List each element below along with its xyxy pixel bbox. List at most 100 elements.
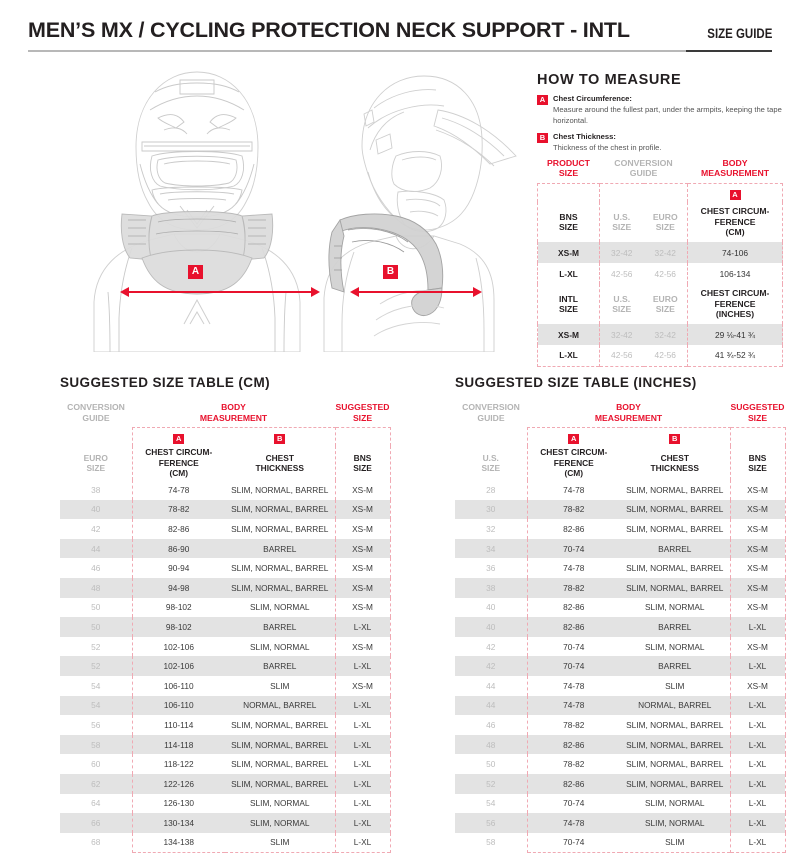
badge-a-icon: A	[173, 434, 185, 444]
cm_table-group-header: CONVERSION GUIDE BODY MEASUREMENT SUGGESTED S…	[60, 402, 390, 428]
size-guide-page: MEN’S MX / CYCLING PROTECTION NECK SUPPO…	[24, 18, 786, 853]
column-header-us-size: U.S. SIZE	[599, 284, 644, 324]
cell-conversion-size: 48	[455, 734, 527, 755]
cell-conversion-size: 50	[60, 617, 132, 637]
header-divider	[28, 50, 772, 52]
measure-description: Thickness of the chest in profile.	[553, 143, 662, 152]
cell-conversion-size: 42	[91, 523, 101, 534]
size-table-row: 42 70-74 BARREL L-XL	[455, 656, 786, 676]
measure-description: Measure around the fullest part, under t…	[553, 105, 782, 125]
cell-conversion-size: 54	[60, 695, 132, 716]
cell-bns-size: XS-M	[729, 558, 786, 578]
cell-conversion-size: 44	[486, 680, 496, 691]
cell-bns-size: XS-M	[537, 242, 600, 263]
cell-conversion-size: 46	[486, 719, 496, 730]
cell-chest-thickness: BARREL	[620, 617, 731, 637]
cell-bns-size: XS-M	[334, 538, 391, 559]
size-table-row: 60 118-122 SLIM, NORMAL, BARREL L-XL	[60, 754, 391, 774]
badge-a-icon: A	[537, 95, 548, 105]
cell-chest-circumference: 74-78	[526, 695, 620, 716]
cell-chest-thickness: SLIM, NORMAL	[225, 793, 336, 814]
cell-chest-circumference: 82-86	[526, 773, 620, 794]
cell-conversion-size: 36	[486, 563, 496, 574]
cell-chest-thickness: SLIM, NORMAL, BARREL	[620, 715, 731, 735]
cell-chest-thickness: SLIM, NORMAL, BARREL	[620, 754, 731, 774]
badge-spacer	[334, 427, 391, 446]
cell-bns-size: XS-M	[729, 538, 786, 559]
group-header-body-measurement: BODY MEASUREMENT	[199, 402, 268, 423]
cell-chest-circumference: 82-86	[526, 519, 620, 539]
chest-thickness-arrow	[350, 287, 482, 297]
cell-conversion-size: 68	[91, 837, 101, 848]
size-table-row: 28 74-78 SLIM, NORMAL, BARREL XS-M	[455, 480, 786, 500]
cell-chest-thickness: SLIM, NORMAL	[620, 597, 731, 618]
size-table-row: 42 70-74 SLIM, NORMAL XS-M	[455, 636, 786, 657]
cell-chest-thickness: SLIM, NORMAL, BARREL	[225, 734, 336, 755]
cell-chest-circumference: 74-78	[131, 480, 225, 500]
cell-chest-circumference: 41 ¾-52 ¾	[687, 345, 784, 366]
measurement-illustration: A B	[24, 52, 524, 352]
size-table-row: 54 106-110 SLIM XS-M	[60, 675, 391, 696]
cell-chest-circumference: 70-74	[526, 656, 620, 676]
cell-bns-size: XS-M	[334, 499, 391, 520]
size-table-row: 46 90-94 SLIM, NORMAL, BARREL XS-M	[60, 558, 391, 578]
cell-bns-size: L-XL	[729, 754, 786, 774]
cell-bns-size: XS-M	[334, 636, 391, 657]
cell-conversion-size: 38	[91, 484, 101, 495]
cell-chest-thickness: NORMAL, BARREL	[225, 695, 336, 716]
cell-chest-circumference: 74-78	[526, 813, 620, 833]
cell-chest-thickness: SLIM	[225, 832, 336, 853]
column-header-bns-size: BNS SIZE	[334, 446, 391, 480]
size-table-row: 68 134-138 SLIM L-XL	[60, 832, 391, 853]
cell-chest-thickness: SLIM, NORMAL, BARREL	[225, 715, 336, 735]
cell-conversion-size: 42	[486, 641, 496, 652]
badge-cell: B	[225, 427, 336, 446]
size-table-row: 62 122-126 SLIM, NORMAL, BARREL L-XL	[60, 773, 391, 794]
cell-chest-circumference: 70-74	[526, 636, 620, 657]
cell-us-size: 42-56	[599, 263, 644, 284]
cell-chest-circumference: 110-114	[131, 715, 225, 735]
how-to-measure-title: HOW TO MEASURE	[537, 72, 682, 88]
size-table-row: 66 130-134 SLIM, NORMAL L-XL	[60, 813, 391, 833]
cell-conversion-size: 40	[486, 602, 496, 613]
product-table-footer-border	[537, 365, 783, 367]
size-table-row: 50 78-82 SLIM, NORMAL, BARREL L-XL	[455, 754, 786, 774]
cell-chest-circumference: 118-122	[131, 754, 225, 774]
group-header-conversion-guide: CONVERSION GUIDE	[67, 402, 125, 423]
product-table-row: XS-M 32-42 32-42 29 ⅛-41 ¾	[537, 324, 784, 345]
cell-bns-size: L-XL	[729, 617, 786, 637]
column-header-euro-size: EURO SIZE	[652, 293, 678, 315]
size-table-row: 36 74-78 SLIM, NORMAL, BARREL XS-M	[455, 558, 786, 578]
measure-label: Chest Circumference:	[553, 94, 632, 103]
header-divider-accent	[686, 50, 772, 52]
column-header-euro-size: EURO SIZE	[652, 211, 678, 233]
cell-conversion-size: 64	[91, 798, 101, 809]
column-header-chest-thickness: CHEST THICKNESS	[620, 446, 731, 480]
size-table-row: 58 70-74 SLIM L-XL	[455, 832, 786, 853]
cell-chest-thickness: BARREL	[225, 656, 336, 676]
cell-chest-circumference: 82-86	[131, 519, 225, 539]
cell-chest-circumference: 102-106	[131, 656, 225, 676]
suggested-size-table-inches: SUGGESTED SIZE TABLE (INCHES) CONVERSION…	[455, 375, 786, 853]
cell-conversion-size: 58	[486, 837, 496, 848]
footer-border	[537, 365, 600, 367]
cell-chest-circumference: 74-106	[687, 242, 784, 263]
cell-chest-thickness: SLIM	[225, 675, 336, 696]
cell-chest-circumference: 70-74	[526, 793, 620, 814]
cell-conversion-size: 50	[486, 759, 496, 770]
cell-chest-circumference: 98-102	[131, 597, 225, 618]
cell-bns-size: XS-M	[334, 519, 391, 539]
group-header-suggested-size: SUGGESTED SIZE	[335, 402, 390, 423]
size-table-row: 40 78-82 SLIM, NORMAL, BARREL XS-M	[60, 499, 391, 520]
cell-chest-circumference: 74-78	[526, 558, 620, 578]
group-header-body-measurement: BODY MEASUREMENT	[594, 402, 663, 423]
cell-bns-size: L-XL	[334, 695, 391, 716]
cell-chest-thickness: SLIM, NORMAL	[620, 813, 731, 833]
group-header-conversion-guide: CONVERSION GUIDE	[462, 402, 520, 423]
cell-conversion-size: 56	[91, 719, 101, 730]
size-table-row: 56 74-78 SLIM, NORMAL L-XL	[455, 813, 786, 833]
cell-chest-thickness: SLIM, NORMAL, BARREL	[225, 558, 336, 578]
cell-conversion-size: 44	[60, 538, 132, 559]
cell-conversion-size: 56	[455, 813, 527, 833]
cell-us-size: 42-56	[599, 345, 644, 366]
